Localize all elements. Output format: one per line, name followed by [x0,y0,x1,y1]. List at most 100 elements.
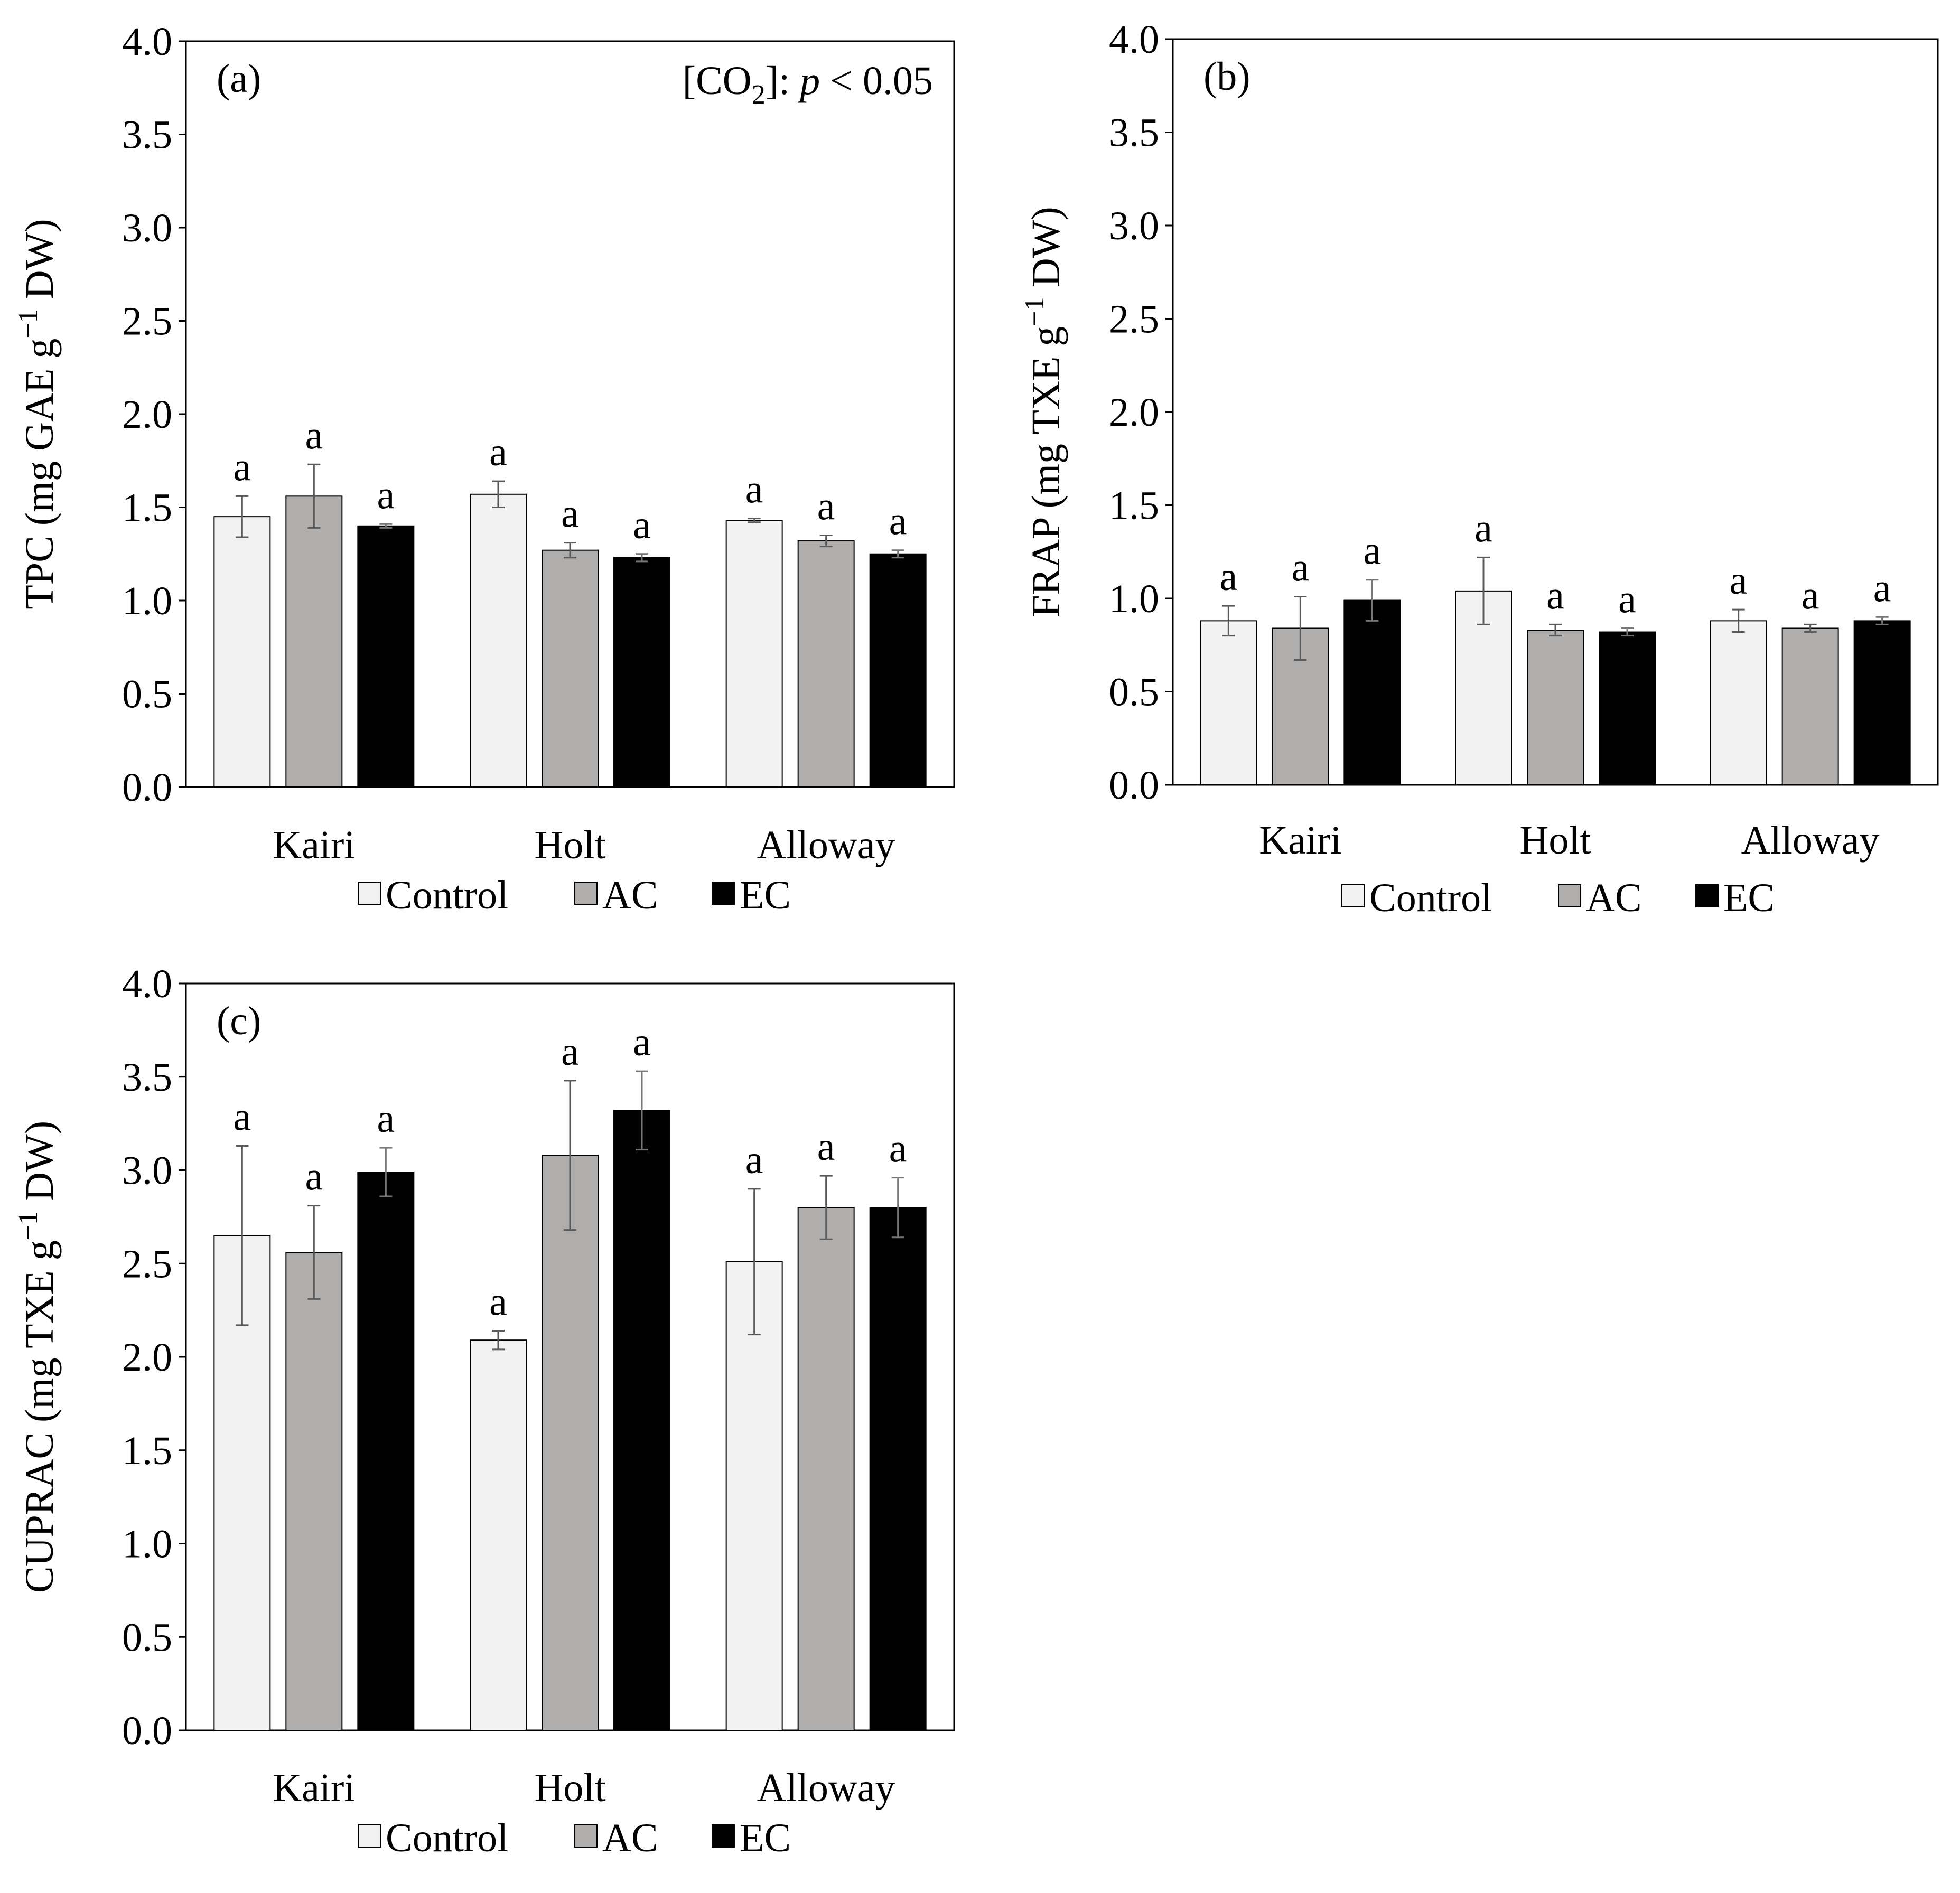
x-category-label: Kairi [273,1766,355,1810]
panel-label: (a) [217,57,261,101]
significance-letter: a [1618,577,1636,621]
y-axis-label-main: FRAP (mg TXE g [1024,326,1068,617]
significance-letter: a [817,484,835,528]
significance-annotation: [CO2]: p < 0.05 [683,59,933,110]
significance-letter: a [305,413,323,457]
significance-letter: a [889,499,907,543]
y-tick-label: 3.0 [1109,204,1159,248]
legend-label-control: Control [1369,876,1492,920]
y-tick-label: 2.0 [122,1335,172,1380]
bar-ec-holt [613,557,670,788]
legend-swatch-ec [712,882,735,905]
y-axis-label: CUPRAC (mg TXE g−1 DW) [13,1121,62,1593]
annotation-p: p [797,59,820,103]
bar-ac-holt [542,1155,599,1731]
significance-letter: a [1219,555,1237,599]
bar-control-kairi [213,516,271,788]
y-tick-label: 1.5 [1109,484,1159,528]
bar-ec-kairi [357,1172,415,1731]
significance-letter: a [233,1095,251,1139]
bar-control-alloway [725,520,783,788]
bar-ac-holt [542,549,599,788]
x-category-label: Holt [1519,818,1591,863]
y-tick-label: 3.5 [1109,111,1159,155]
y-axis-label-main: TPC (mg GAE g [17,339,62,610]
bar-ac-alloway [797,1207,855,1731]
significance-letter: a [561,492,579,536]
y-tick-label: 2.5 [122,299,172,344]
y-tick-label: 2.5 [122,1242,172,1286]
y-tick-label: 1.5 [122,1429,172,1473]
legend-swatch-ec [712,1824,735,1848]
y-tick-label: 3.0 [122,206,172,250]
significance-letter: a [633,503,651,547]
legend-label-ac: AC [602,1816,658,1860]
panel-b: 0.0 0.5 1.0 1.5 2.0 2.5 3.0 3.5 4.0 FRAP (mg TXE … [1020,17,1939,920]
y-tick-label: 2.5 [1109,297,1159,342]
y-tick-label: 4.0 [122,20,172,64]
legend-label-ec: EC [740,1816,791,1860]
significance-letter: a [489,430,507,474]
significance-letter: a [1474,506,1492,550]
significance-letter: a [1873,566,1891,610]
x-category-label: Holt [534,823,605,867]
legend-label-ec: EC [1723,876,1775,920]
significance-letter: a [377,473,395,517]
bar-control-holt [470,1339,527,1731]
legend-swatch-ac [1558,884,1581,907]
y-tick-label: 2.0 [1109,390,1159,435]
y-tick-label: 4.0 [122,962,172,1006]
annotation-subscript: 2 [752,80,766,110]
y-tick-label: 0.5 [122,1615,172,1660]
panel-label: (b) [1203,54,1250,99]
y-axis-label: FRAP (mg TXE g−1 DW) [1020,207,1068,617]
bar-control-kairi [1200,620,1257,785]
legend-swatch-control [358,1824,381,1848]
panel-c: 0.0 0.5 1.0 1.5 2.0 2.5 3.0 3.5 4.0 CUPRAC (mg TX… [13,962,955,1860]
bar-ac-kairi [285,1252,343,1731]
legend-swatch-control [1341,884,1365,907]
legend-label-control: Control [386,1816,508,1860]
annotation-prefix: [CO [683,59,752,103]
panel-label: (c) [217,999,261,1043]
x-category-label: Holt [534,1766,605,1810]
significance-letter: a [889,1127,907,1171]
significance-letter: a [1546,573,1564,617]
significance-letter: a [745,467,763,512]
significance-letter: a [817,1124,835,1169]
x-category-label: Kairi [1259,818,1341,863]
y-tick-label: 0.0 [122,1709,172,1753]
y-tick-label: 0.5 [122,672,172,717]
x-category-label: Kairi [273,823,355,867]
y-tick-label: 1.0 [122,579,172,623]
y-tick-label: 0.5 [1109,670,1159,715]
bar-control-alloway [1710,620,1767,785]
bar-ac-alloway [797,540,855,788]
bar-ac-holt [1527,630,1584,785]
bar-ac-alloway [1781,627,1839,785]
significance-letter: a [377,1097,395,1141]
annotation-suffix: < 0.05 [820,59,933,103]
significance-letter: a [1363,529,1381,573]
y-axis-label-superscript: −1 [13,309,43,338]
y-tick-label: 3.5 [122,113,172,157]
y-tick-label: 2.0 [122,392,172,437]
legend-label-ac: AC [602,873,658,917]
bar-ec-alloway [869,1207,927,1731]
y-axis-label-units: DW) [1024,207,1068,297]
legend-label-ec: EC [740,873,791,917]
x-category-label: Alloway [757,1766,895,1810]
y-axis-label: TPC (mg GAE g−1 DW) [13,219,62,609]
legend-swatch-ac [574,1824,598,1848]
bar-ec-holt [613,1110,670,1731]
significance-letter: a [489,1280,507,1324]
legend-swatch-ac [574,882,598,905]
y-axis-label-units: DW) [17,219,62,309]
y-axis-label-superscript: −1 [13,1211,43,1240]
y-tick-label: 0.0 [122,765,172,810]
y-tick-label: 1.0 [122,1522,172,1567]
y-tick-label: 1.0 [1109,577,1159,621]
y-axis-label-units: DW) [17,1121,62,1211]
y-tick-label: 3.0 [122,1149,172,1193]
